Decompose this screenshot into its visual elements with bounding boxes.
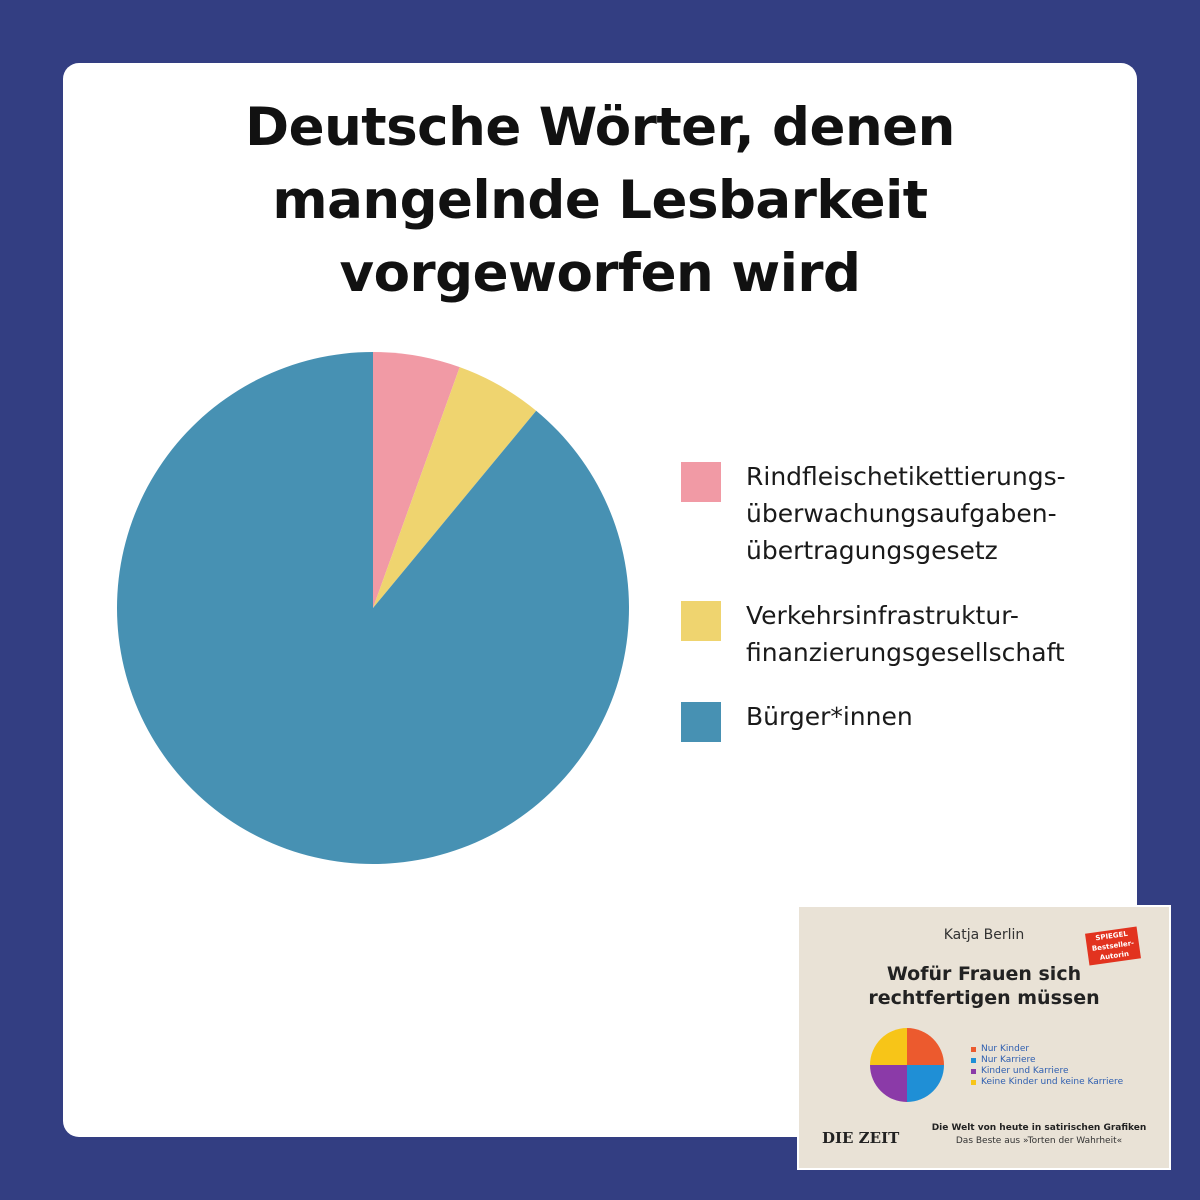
legend-dot (971, 1069, 976, 1074)
book-subtitle: Die Welt von heute in satirischen Grafik… (931, 1123, 1147, 1133)
legend-label-line: überwachungsaufgaben- (746, 499, 1057, 528)
book-author: Katja Berlin (943, 927, 1025, 943)
book-pie-slice (870, 1028, 907, 1065)
book-subtitle-2: Das Beste aus »Torten der Wahrheit« (955, 1136, 1123, 1146)
book-pie-slice (907, 1065, 944, 1102)
legend-label: Rindfleischetikettierungs- überwachungsa… (746, 458, 1066, 569)
legend-item-verkehr: Verkehrsinfrastruktur- finanzierungsgese… (681, 597, 1065, 671)
book-legend-label: Kinder und Karriere (981, 1066, 1069, 1076)
legend-item-buerger: Bürger*innen (681, 698, 913, 742)
book-title: Wofür Frauen sich rechtfertigen müssen (799, 962, 1169, 1010)
book-pie-icon (870, 1028, 944, 1102)
book-legend-label: Nur Karriere (981, 1055, 1036, 1065)
legend-label: Verkehrsinfrastruktur- finanzierungsgese… (746, 597, 1065, 671)
bestseller-badge: SPIEGEL Bestseller- Autorin (1085, 926, 1141, 966)
book-legend-label: Keine Kinder und keine Karriere (981, 1077, 1124, 1087)
book-legend: Nur Kinder Nur Karriere Kinder und Karri… (971, 1044, 1123, 1088)
book-legend-item: Kinder und Karriere (971, 1066, 1123, 1077)
legend-dot (971, 1080, 976, 1085)
book-pie-slice (907, 1028, 944, 1065)
chart-card: Deutsche Wörter, denen mangelnde Lesbark… (63, 63, 1137, 1137)
legend-label-line: Verkehrsinfrastruktur- (746, 601, 1019, 630)
book-legend-label: Nur Kinder (981, 1044, 1030, 1054)
title-line-2: mangelnde Lesbarkeit (272, 170, 928, 231)
pie-slice-buerger (116, 352, 629, 864)
legend-label-line: übertragungsgesetz (746, 536, 998, 565)
book-title-line: Wofür Frauen sich (886, 963, 1082, 985)
legend-label: Bürger*innen (746, 698, 913, 735)
legend-label-line: Rindfleischetikettierungs- (746, 462, 1066, 491)
book-cover-ad[interactable]: Katja Berlin SPIEGEL Bestseller- Autorin… (797, 905, 1171, 1170)
legend-dot (971, 1058, 976, 1063)
pie-slice-rindfleisch (373, 352, 460, 608)
book-legend-item: Nur Karriere (971, 1055, 1123, 1066)
legend-swatch (681, 601, 721, 641)
title-line-1: Deutsche Wörter, denen (245, 97, 955, 158)
legend-swatch (681, 702, 721, 742)
legend-label-line: Bürger*innen (746, 702, 913, 731)
book-pie-slice (870, 1065, 907, 1102)
legend-swatch (681, 462, 721, 502)
book-legend-item: Nur Kinder (971, 1044, 1123, 1055)
chart-title: Deutsche Wörter, denen mangelnde Lesbark… (63, 91, 1137, 310)
pie-chart (116, 352, 629, 864)
book-legend-item: Keine Kinder und keine Karriere (971, 1077, 1123, 1088)
title-line-3: vorgeworfen wird (339, 243, 861, 304)
publisher-logo: DIE ZEIT (822, 1129, 900, 1147)
legend-dot (971, 1047, 976, 1052)
legend-label-line: finanzierungsgesellschaft (746, 638, 1065, 667)
pie-slice-verkehr (373, 367, 537, 608)
book-title-line: rechtfertigen müssen (868, 987, 1100, 1009)
legend-item-rindfleisch: Rindfleischetikettierungs- überwachungsa… (681, 458, 1066, 569)
